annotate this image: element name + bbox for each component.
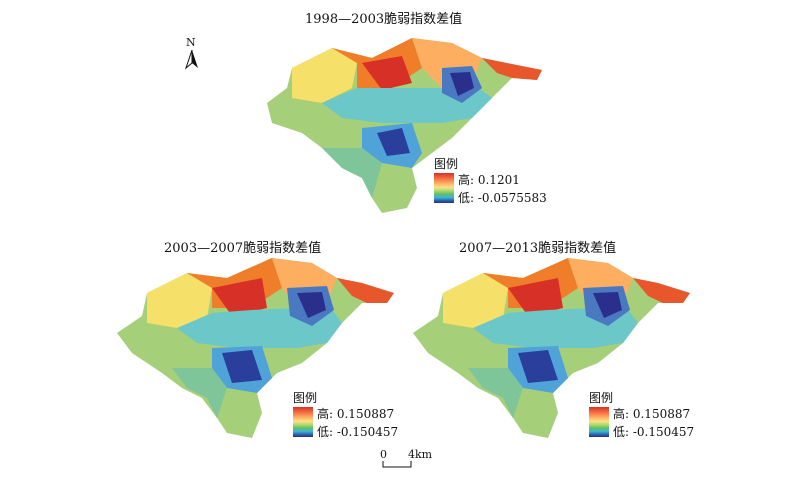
legend-title-1: 图例 [434, 157, 459, 171]
scale-bar-distance-label: 4km [408, 448, 433, 461]
legend-high-2: 高: 0.150887 [317, 407, 395, 421]
legend-low-2: 低: -0.150457 [317, 425, 399, 439]
legend-low-3: 低: -0.150457 [613, 425, 695, 439]
legend-color-ramp-2 [293, 407, 313, 437]
vulnerability-map-2003-2007 [117, 258, 394, 438]
north-arrow-icon [184, 49, 198, 70]
vulnerability-map-1998-2003 [267, 38, 542, 213]
panel-title-1998-2003: 1998—2003脆弱指数差值 [305, 12, 463, 27]
scale-bar-line-icon [382, 461, 412, 468]
scale-bar-zero-label: 0 [380, 448, 387, 461]
legend-title-3: 图例 [589, 391, 614, 405]
legend-title-2: 图例 [293, 391, 318, 405]
legend-color-ramp-1 [434, 173, 454, 203]
legend-high-3: 高: 0.150887 [613, 407, 691, 421]
legend-high-1: 高: 0.1201 [458, 173, 520, 187]
vulnerability-map-2007-2013 [413, 258, 690, 438]
scale-bar: 0 4km [370, 445, 440, 475]
legend-color-ramp-3 [589, 407, 609, 437]
panel-title-2007-2013: 2007—2013脆弱指数差值 [459, 241, 617, 256]
north-arrow-label: N [186, 36, 196, 49]
panel-title-2003-2007: 2003—2007脆弱指数差值 [164, 241, 322, 256]
legend-low-1: 低: -0.0575583 [458, 191, 547, 205]
